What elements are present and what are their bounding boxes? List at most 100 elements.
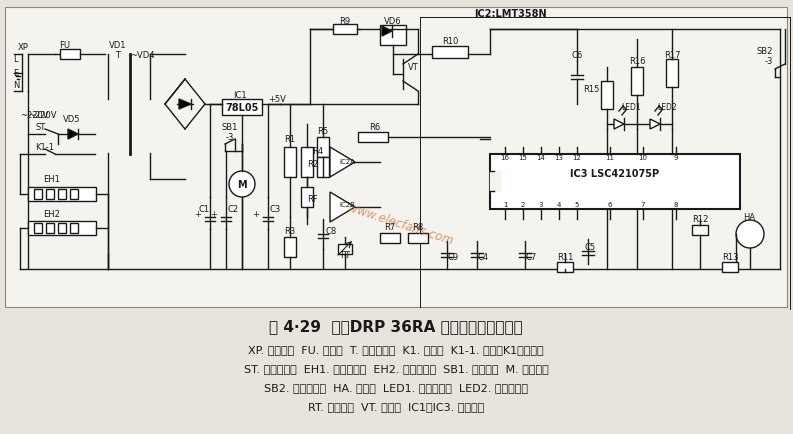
Text: L: L	[13, 56, 17, 64]
Bar	[432, 47, 468, 59]
Text: -3: -3	[764, 57, 773, 66]
Text: SB2. 再沸腾开关  HA. 蜂鸣器  LED1. 煮水指示灯  LED2. 保温指示灯: SB2. 再沸腾开关 HA. 蜂鸣器 LED1. 煮水指示灯 LED2. 保温指…	[264, 382, 528, 392]
Text: ST: ST	[35, 123, 45, 132]
Polygon shape	[179, 100, 191, 110]
Bar	[338, 244, 352, 254]
Bar	[601, 82, 613, 110]
Text: C5: C5	[584, 243, 596, 252]
Text: N: N	[13, 81, 19, 90]
Text: R4: R4	[312, 147, 323, 156]
Bar	[490, 171, 500, 191]
Bar	[631, 68, 643, 96]
Text: R13: R13	[722, 253, 738, 262]
Bar	[46, 190, 54, 200]
Text: +: +	[194, 210, 201, 219]
Text: SB1: SB1	[222, 123, 238, 132]
Bar	[70, 224, 78, 233]
Text: EH1: EH1	[44, 175, 60, 184]
Text: 4: 4	[557, 201, 561, 207]
Text: 6: 6	[607, 201, 612, 207]
Polygon shape	[650, 120, 660, 130]
Text: R9: R9	[339, 17, 351, 26]
Circle shape	[229, 171, 255, 197]
Text: R1: R1	[285, 135, 296, 144]
Bar	[28, 221, 96, 236]
Text: SB2: SB2	[757, 47, 773, 56]
Bar	[380, 233, 400, 243]
Text: C4: C4	[478, 253, 489, 262]
Text: R16: R16	[629, 57, 646, 66]
Bar	[70, 190, 78, 200]
Text: T: T	[116, 50, 121, 59]
Text: 8: 8	[674, 201, 678, 207]
Bar	[34, 224, 42, 233]
Text: ~VD4: ~VD4	[130, 50, 155, 59]
Text: C3: C3	[270, 205, 282, 214]
Polygon shape	[330, 148, 355, 178]
Text: R3: R3	[285, 227, 296, 236]
Polygon shape	[614, 120, 624, 130]
Text: EH2: EH2	[44, 210, 60, 219]
Text: R15: R15	[584, 85, 600, 94]
Text: VT: VT	[408, 63, 419, 72]
Polygon shape	[68, 130, 78, 140]
Text: 5: 5	[575, 201, 579, 207]
Bar	[301, 148, 313, 178]
Bar	[317, 138, 329, 158]
Text: www.elecfans.com: www.elecfans.com	[346, 201, 454, 248]
Text: 13: 13	[554, 155, 564, 161]
Bar	[28, 187, 96, 201]
Text: 9: 9	[674, 155, 678, 161]
Text: 14: 14	[537, 155, 546, 161]
Text: 16: 16	[500, 155, 509, 161]
Text: +5V: +5V	[268, 95, 285, 104]
Bar	[490, 155, 740, 210]
Text: R7: R7	[385, 223, 396, 232]
Text: IC3 LSC421075P: IC3 LSC421075P	[570, 169, 660, 178]
Text: XP: XP	[18, 43, 29, 51]
Bar	[408, 233, 428, 243]
Text: RT. 热敏电阻  VT. 三极管  IC1～IC3. 集成电路: RT. 热敏电阻 VT. 三极管 IC1～IC3. 集成电路	[308, 401, 484, 411]
Text: 10: 10	[638, 155, 648, 161]
Text: ~220V: ~220V	[28, 110, 56, 119]
Text: R5: R5	[317, 127, 328, 136]
Bar	[60, 50, 80, 60]
Text: HA: HA	[743, 213, 755, 222]
Bar	[58, 224, 66, 233]
Text: R17: R17	[664, 50, 680, 59]
Polygon shape	[382, 27, 392, 37]
Text: M: M	[237, 180, 247, 190]
Text: C2: C2	[228, 205, 239, 214]
Text: ST. 煮水温控器  EH1. 煮水发热器  EH2. 保温发热器  SB1. 出水开关  M. 出水电机: ST. 煮水温控器 EH1. 煮水发热器 EH2. 保温发热器 SB1. 出水开…	[243, 363, 549, 373]
Text: ~220V: ~220V	[20, 110, 48, 119]
Bar	[58, 190, 66, 200]
Text: C8: C8	[325, 227, 336, 236]
Bar	[358, 133, 388, 143]
Text: RF: RF	[307, 195, 318, 204]
Text: +: +	[252, 210, 259, 219]
Text: VD6: VD6	[384, 17, 402, 26]
Bar	[557, 263, 573, 273]
Bar	[284, 148, 296, 178]
Text: R11: R11	[557, 253, 573, 262]
Text: 15: 15	[519, 155, 527, 161]
Text: C7: C7	[526, 253, 537, 262]
Text: 图 4·29  华宝DRP 36RA 自动电热水瓶电路图: 图 4·29 华宝DRP 36RA 自动电热水瓶电路图	[269, 319, 523, 334]
Text: 3: 3	[538, 201, 543, 207]
Text: 78L05: 78L05	[225, 103, 259, 113]
Bar	[301, 187, 313, 207]
Text: 2: 2	[521, 201, 525, 207]
Text: R6: R6	[370, 123, 381, 132]
Text: VD5: VD5	[63, 115, 81, 124]
Text: LED1: LED1	[621, 103, 641, 112]
Text: 7: 7	[641, 201, 646, 207]
Bar	[722, 263, 738, 273]
Bar	[5, 8, 787, 307]
Text: LED2: LED2	[657, 103, 676, 112]
Text: 1: 1	[503, 201, 508, 207]
Text: IC2:LMT358N: IC2:LMT358N	[473, 9, 546, 19]
Text: 12: 12	[573, 155, 581, 161]
Text: 11: 11	[606, 155, 615, 161]
Circle shape	[736, 220, 764, 248]
Text: E: E	[13, 68, 18, 77]
